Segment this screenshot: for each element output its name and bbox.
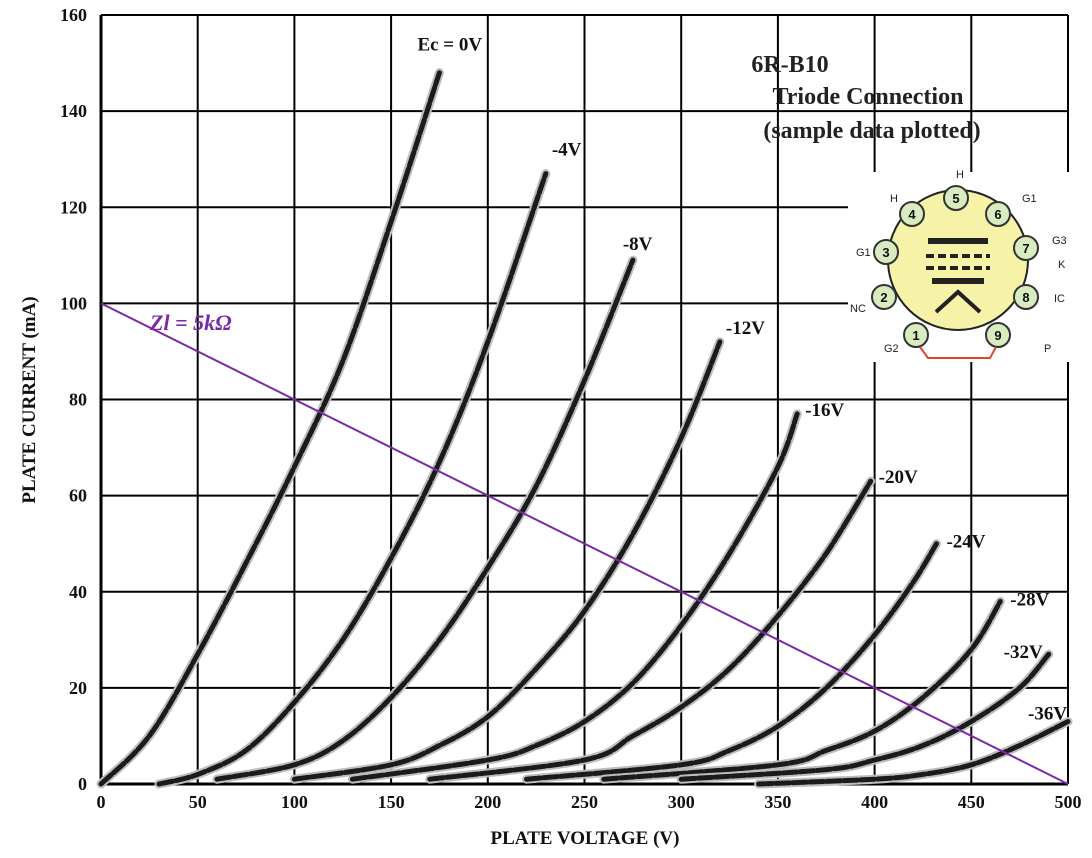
electrode-grid [928, 238, 988, 244]
y-tick-label: 60 [69, 486, 87, 506]
y-axis-title: PLATE CURRENT (mA) [19, 296, 40, 503]
y-tick-label: 0 [78, 774, 87, 794]
x-tick-label: 100 [281, 792, 308, 812]
y-tick-label: 140 [60, 101, 87, 121]
curve-halo [425, 476, 876, 784]
plate-curve-1 [156, 171, 549, 787]
chart-subtitle-line-2: (sample data plotted) [763, 118, 980, 144]
curve-label: -16V [805, 400, 844, 421]
heater-symbol [934, 289, 982, 314]
y-tick-label: 20 [69, 678, 87, 698]
curve-label: Ec = 0V [417, 35, 482, 56]
x-tick-label: 350 [764, 792, 791, 812]
pin-function-label: P [1044, 343, 1051, 355]
pin-6 [985, 201, 1011, 227]
chart-subtitle-line-1: Triode Connection [773, 84, 964, 110]
curve-halo [289, 337, 725, 784]
x-tick-label: 0 [97, 792, 106, 812]
curve-label: -36V [1028, 704, 1067, 725]
x-tick-label: 450 [958, 792, 985, 812]
title-block: 6R-B10 Triode Connection (sample data pl… [751, 52, 980, 144]
pin-function-label: H [956, 169, 964, 181]
pin-number: 7 [1022, 241, 1029, 256]
curve-halo [347, 409, 802, 784]
load-line [100, 302, 1069, 785]
pin-function-label: K [1058, 259, 1066, 271]
pin-function-label: G1 [1022, 193, 1037, 205]
y-axis-ticks: 0 20 40 60 80 100 120 140 160 [60, 5, 87, 794]
tube-pinout-diagram: 1 2 3 4 5 6 7 8 9 H H G1 G1 G3 K NC IC G2 P [848, 169, 1070, 362]
pin-function-label: G1 [856, 247, 871, 259]
pin-3 [873, 239, 899, 265]
pin-7 [1013, 235, 1039, 261]
x-tick-label: 500 [1055, 792, 1082, 812]
plate-curve-9 [756, 719, 1071, 787]
x-tick-label: 400 [861, 792, 888, 812]
pin-number: 1 [912, 328, 919, 343]
curve-halo [96, 68, 444, 789]
curve-label: -28V [1010, 589, 1049, 610]
plate-curve-3 [291, 339, 723, 782]
curve-label: -20V [879, 467, 918, 488]
pin-function-label: G3 [1052, 235, 1067, 247]
curve-labels: Ec = 0V -4V -8V -12V -16V -20V -24V -28V -32V -36… [417, 35, 1067, 725]
load-line-group: Zl = 5kΩ [100, 302, 1069, 785]
pin-number: 8 [1022, 290, 1029, 305]
curve-label: -32V [1004, 642, 1043, 663]
curve-label: -24V [946, 532, 985, 553]
plate-curve-5 [427, 478, 874, 782]
pin-function-label: IC [1054, 293, 1065, 305]
x-tick-label: 250 [571, 792, 598, 812]
pin-9 [985, 322, 1011, 348]
curve-halo [212, 255, 638, 784]
plate-curve-6 [524, 541, 939, 782]
pin-number: 2 [880, 290, 887, 305]
pin-number: 6 [994, 207, 1001, 222]
x-axis-ticks: 0 50 100 150 200 250 300 350 400 450 500 [97, 792, 1082, 812]
pin-1 [903, 322, 929, 348]
pin-5 [943, 185, 969, 211]
x-tick-label: 50 [189, 792, 207, 812]
pin-number: 5 [952, 191, 959, 206]
y-tick-label: 160 [60, 5, 87, 25]
pin-2 [871, 284, 897, 310]
plate-curve-4 [349, 411, 800, 782]
y-tick-label: 80 [69, 390, 87, 410]
x-tick-label: 200 [474, 792, 501, 812]
x-tick-label: 300 [668, 792, 695, 812]
plate-curve-7 [601, 598, 1003, 782]
plate-curves [96, 68, 1073, 789]
pin-8 [1013, 284, 1039, 310]
chart-title: 6R-B10 [751, 52, 828, 78]
pin-number: 9 [994, 328, 1001, 343]
curve-label: -4V [552, 140, 582, 161]
plate-curve-8 [678, 651, 1052, 782]
curve-label: -8V [623, 234, 653, 255]
y-tick-label: 40 [69, 582, 87, 602]
pin-function-label: G2 [884, 343, 899, 355]
load-line-label: Zl = 5kΩ [149, 310, 232, 335]
pin-number: 4 [908, 207, 916, 222]
x-tick-label: 150 [378, 792, 405, 812]
plate-curve-2 [214, 257, 636, 782]
y-tick-label: 120 [60, 197, 87, 217]
curve-label: -12V [726, 318, 765, 339]
pin-4 [899, 201, 925, 227]
plate-curve-0 [98, 70, 442, 787]
curve-halo [599, 596, 1005, 784]
pin-function-label: H [890, 193, 898, 205]
pin-strap [919, 346, 997, 359]
pin-function-label: NC [850, 303, 866, 315]
pin-number: 3 [882, 245, 889, 260]
electrode-cathode [932, 278, 984, 284]
x-axis-title: PLATE VOLTAGE (V) [491, 828, 680, 849]
y-tick-label: 100 [60, 293, 87, 313]
